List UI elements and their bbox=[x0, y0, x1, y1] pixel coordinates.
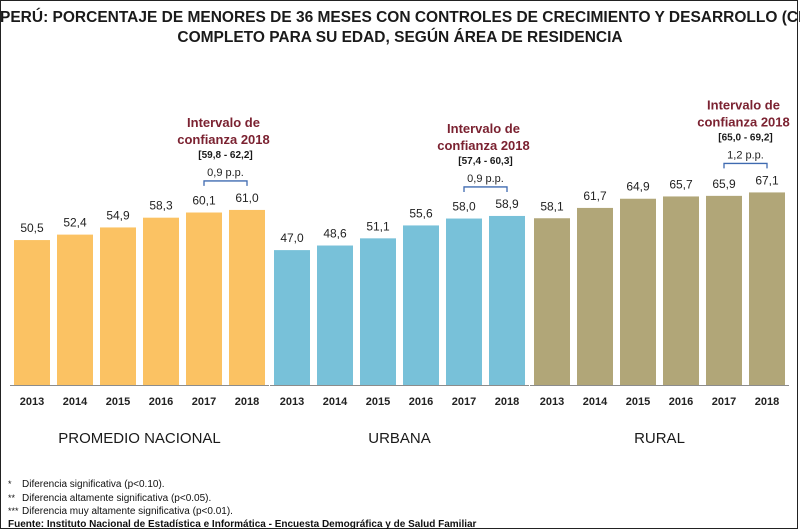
bar bbox=[100, 227, 136, 385]
chart-title-line-1: PERÚ: PORCENTAJE DE MENORES DE 36 MESES … bbox=[0, 9, 800, 26]
bar bbox=[577, 207, 613, 385]
bar bbox=[274, 250, 310, 385]
chart-title-line-2: COMPLETO PARA SU EDAD, SEGÚN ÁREA DE RES… bbox=[177, 29, 623, 46]
bar bbox=[229, 209, 265, 385]
value-label: 50,5 bbox=[20, 221, 44, 235]
interval-title-line-1: Intervalo de bbox=[707, 97, 780, 112]
x-tick-label: 2014 bbox=[583, 396, 608, 408]
value-label: 65,7 bbox=[669, 177, 693, 191]
value-label: 64,9 bbox=[626, 180, 650, 194]
bar bbox=[14, 240, 50, 385]
interval-title-line-1: Intervalo de bbox=[187, 115, 260, 130]
interval-title-line-2: confianza 2018 bbox=[697, 114, 790, 129]
difference-bracket bbox=[463, 186, 508, 192]
bar bbox=[57, 234, 93, 385]
x-tick-label: 2015 bbox=[366, 396, 390, 408]
footnote-3: *** Diferencia muy altamente significativ… bbox=[8, 505, 476, 519]
x-tick-label: 2018 bbox=[755, 396, 779, 408]
x-tick-label: 2013 bbox=[20, 396, 44, 408]
value-label: 54,9 bbox=[106, 208, 130, 222]
difference-bracket bbox=[203, 180, 248, 186]
interval-range: [59,8 - 62,2] bbox=[198, 150, 252, 161]
value-label: 58,0 bbox=[452, 200, 476, 214]
chart-title: PERÚ: PORCENTAJE DE MENORES DE 36 MESES … bbox=[0, 8, 800, 48]
value-label: 58,9 bbox=[495, 197, 519, 211]
value-label: 61,7 bbox=[583, 189, 607, 203]
footnote-mark: *** bbox=[8, 506, 19, 516]
x-tick-label: 2014 bbox=[323, 396, 348, 408]
bar bbox=[749, 192, 785, 385]
footnote-1: * Diferencia significativa (p<0.10). bbox=[8, 478, 476, 492]
interval-title-line-2: confianza 2018 bbox=[437, 138, 530, 153]
bar bbox=[143, 217, 179, 385]
value-label: 55,6 bbox=[409, 206, 433, 220]
interval-title-line-2: confianza 2018 bbox=[177, 132, 270, 147]
interval-title-line-1: Intervalo de bbox=[447, 121, 520, 136]
x-tick-label: 2016 bbox=[669, 396, 693, 408]
footnote-mark: * bbox=[8, 479, 12, 489]
value-label: 52,4 bbox=[63, 216, 87, 230]
group-label: RURAL bbox=[634, 430, 685, 447]
value-label: 58,3 bbox=[149, 199, 173, 213]
x-tick-label: 2017 bbox=[712, 396, 736, 408]
bar bbox=[446, 218, 482, 385]
footnotes: * Diferencia significativa (p<0.10). ** Di… bbox=[8, 478, 476, 531]
bar bbox=[663, 196, 699, 385]
bar bbox=[317, 245, 353, 385]
bar bbox=[403, 225, 439, 385]
bar bbox=[534, 218, 570, 385]
difference-bracket bbox=[723, 162, 768, 169]
group-label: URBANA bbox=[368, 430, 431, 447]
source-note: Fuente: Instituto Nacional de Estadístic… bbox=[8, 518, 477, 530]
x-tick-label: 2017 bbox=[452, 396, 476, 408]
footnote-mark: ** bbox=[8, 492, 16, 503]
value-label: 67,1 bbox=[755, 173, 779, 187]
difference-label: 0,9 p.p. bbox=[207, 167, 244, 179]
bar bbox=[186, 212, 222, 385]
bar bbox=[360, 238, 396, 385]
bar bbox=[620, 198, 656, 385]
value-label: 60,1 bbox=[192, 194, 216, 208]
value-label: 48,6 bbox=[323, 227, 347, 241]
bar bbox=[706, 195, 742, 385]
x-tick-label: 2018 bbox=[235, 396, 259, 408]
x-tick-label: 2013 bbox=[280, 396, 304, 408]
footnote-text: Diferencia significativa (p<0.10). bbox=[22, 479, 165, 490]
value-label: 65,9 bbox=[712, 177, 736, 191]
x-tick-label: 2015 bbox=[626, 396, 650, 408]
x-tick-label: 2015 bbox=[106, 396, 130, 408]
footnote-text: Diferencia altamente significativa (p<0.… bbox=[22, 492, 212, 504]
value-label: 51,1 bbox=[366, 219, 390, 233]
bar bbox=[489, 215, 525, 385]
footnote-2: ** Diferencia altamente significativa (p<… bbox=[8, 492, 476, 506]
interval-range: [57,4 - 60,3] bbox=[458, 156, 512, 167]
interval-range: [65,0 - 69,2] bbox=[718, 132, 772, 143]
x-tick-label: 2017 bbox=[192, 396, 216, 408]
x-tick-label: 2014 bbox=[63, 396, 88, 408]
x-tick-label: 2016 bbox=[409, 396, 433, 408]
value-label: 47,0 bbox=[280, 231, 304, 245]
value-label: 58,1 bbox=[540, 199, 564, 213]
footnote-text: Diferencia muy altamente significativa (… bbox=[22, 506, 233, 517]
x-tick-label: 2016 bbox=[149, 396, 173, 408]
x-tick-label: 2013 bbox=[540, 396, 564, 408]
difference-label: 1,2 p.p. bbox=[727, 149, 764, 161]
x-tick-label: 2018 bbox=[495, 396, 519, 408]
difference-label: 0,9 p.p. bbox=[467, 173, 504, 185]
value-label: 61,0 bbox=[235, 191, 259, 205]
group-label: PROMEDIO NACIONAL bbox=[58, 430, 221, 447]
